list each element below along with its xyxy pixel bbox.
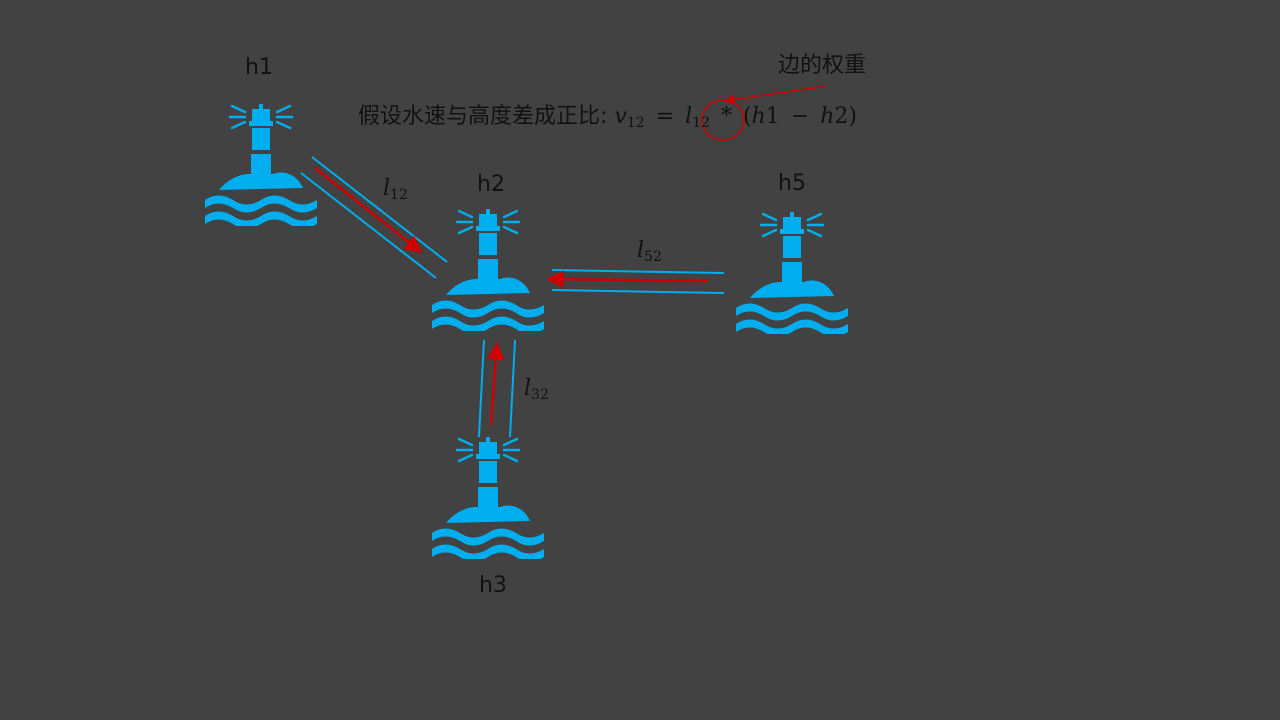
edge-label-l12-var: l — [383, 176, 391, 201]
edge-h5-h2 — [546, 269, 725, 294]
node-label-h2: h2 — [477, 172, 505, 197]
edge-h3-h2-line-right — [509, 339, 516, 438]
flow-arrow-h1-to-h2 — [314, 167, 423, 254]
edge-label-l32: l32 — [524, 377, 549, 407]
lighthouse-icon — [432, 437, 544, 559]
formula-l-sub: 12 — [692, 115, 710, 131]
edge-h1-h2-line-lower — [300, 172, 437, 279]
flow-arrow-h3-to-h2 — [487, 342, 505, 426]
annotation-circle — [701, 99, 745, 141]
formula-times: * — [721, 104, 732, 129]
formula-math: v12 = l12 * (h1 − h2) — [614, 104, 857, 131]
edge-label-l32-var: l — [524, 376, 532, 401]
formula-h-b: h — [820, 104, 835, 129]
formula: 假设水速与高度差成正比: v12 = l12 * (h1 − h2) — [358, 102, 857, 138]
annotation-pointer-arrow — [723, 85, 827, 105]
lighthouse-icon — [736, 212, 848, 334]
edge-h3-h2-line-left — [478, 339, 485, 438]
annotation-edge-weight: 边的权重 — [778, 53, 867, 78]
flow-arrow-h5-to-h2 — [546, 270, 709, 288]
formula-v-sub: 12 — [626, 115, 645, 131]
formula-l: l — [685, 104, 693, 129]
annotation-marks — [701, 85, 827, 141]
lighthouse-icon — [205, 104, 317, 226]
edge-h3-h2 — [478, 339, 516, 438]
edge-label-l52-sub: 52 — [644, 249, 662, 265]
edge-label-l12-sub: 12 — [390, 187, 408, 203]
formula-open-paren: ( — [743, 104, 752, 129]
edge-h5-h2-line-lower — [551, 289, 725, 294]
formula-equals: = — [655, 104, 675, 129]
lighthouse-icon — [432, 209, 544, 331]
edge-h1-h2 — [300, 156, 448, 279]
formula-h-a-num: 1 — [765, 104, 780, 129]
formula-close-paren: ) — [848, 104, 857, 129]
edge-h1-h2-line-upper — [311, 156, 448, 263]
node-label-h3: h3 — [479, 573, 507, 598]
edge-label-l32-sub: 32 — [531, 387, 549, 403]
node-label-h5: h5 — [778, 171, 806, 196]
edge-h5-h2-line-upper — [551, 269, 725, 274]
formula-v: v — [614, 104, 627, 129]
edge-label-l12: l12 — [383, 177, 408, 207]
edge-label-l52-var: l — [637, 238, 645, 263]
formula-h-b-num: 2 — [834, 104, 849, 129]
node-label-h1: h1 — [245, 55, 273, 80]
formula-prefix: 假设水速与高度差成正比: — [358, 104, 608, 129]
formula-h-a: h — [751, 104, 766, 129]
formula-minus: − — [790, 104, 810, 129]
edge-label-l52: l52 — [637, 239, 662, 269]
